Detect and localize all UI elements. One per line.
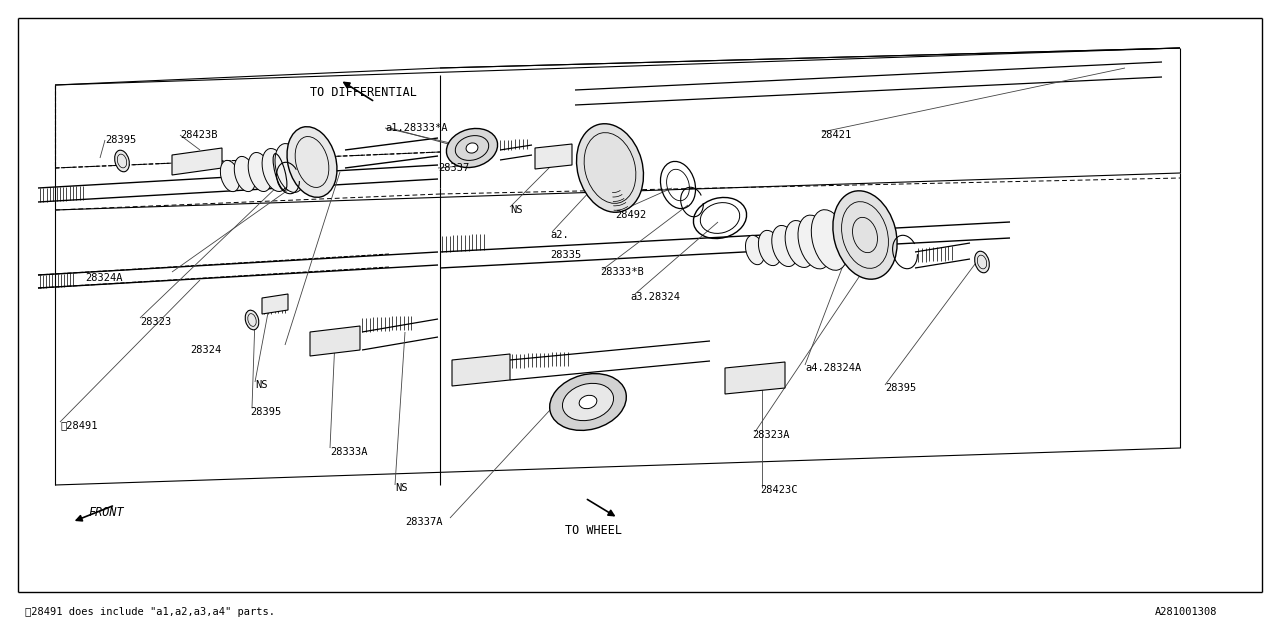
Text: ※28491: ※28491: [60, 420, 97, 430]
Ellipse shape: [246, 310, 259, 330]
Text: NS: NS: [509, 205, 522, 215]
Ellipse shape: [234, 156, 256, 191]
Text: NS: NS: [255, 380, 268, 390]
Ellipse shape: [456, 136, 489, 161]
Text: FRONT: FRONT: [88, 506, 124, 518]
Ellipse shape: [115, 150, 129, 172]
Text: TO WHEEL: TO WHEEL: [564, 524, 622, 536]
Text: a1.28333*A: a1.28333*A: [385, 123, 448, 133]
Ellipse shape: [549, 374, 626, 431]
Polygon shape: [310, 326, 360, 356]
Ellipse shape: [262, 148, 288, 191]
Text: 28323A: 28323A: [753, 430, 790, 440]
Text: ※28491 does include "a1,a2,a3,a4" parts.: ※28491 does include "a1,a2,a3,a4" parts.: [26, 607, 275, 617]
Polygon shape: [452, 354, 509, 386]
Polygon shape: [724, 362, 785, 394]
Text: 28395: 28395: [250, 407, 282, 417]
Polygon shape: [535, 144, 572, 169]
Text: 28423C: 28423C: [760, 485, 797, 495]
Text: a3.28324: a3.28324: [630, 292, 680, 302]
Text: a4.28324A: a4.28324A: [805, 363, 861, 373]
Ellipse shape: [220, 161, 239, 191]
Ellipse shape: [812, 210, 849, 270]
Text: 28421: 28421: [820, 130, 851, 140]
Ellipse shape: [576, 124, 644, 212]
Text: 28395: 28395: [884, 383, 916, 393]
Text: 28324: 28324: [189, 345, 221, 355]
Text: NS: NS: [396, 483, 407, 493]
Ellipse shape: [275, 143, 305, 193]
Ellipse shape: [974, 252, 989, 273]
Ellipse shape: [758, 230, 782, 266]
Text: A281001308: A281001308: [1155, 607, 1217, 617]
Ellipse shape: [447, 129, 498, 168]
Ellipse shape: [745, 236, 764, 265]
Polygon shape: [172, 148, 221, 175]
Ellipse shape: [466, 143, 477, 153]
Text: 28333A: 28333A: [330, 447, 367, 457]
Ellipse shape: [248, 152, 271, 191]
Text: a2.: a2.: [550, 230, 568, 240]
Ellipse shape: [785, 221, 815, 268]
Text: TO DIFFERENTIAL: TO DIFFERENTIAL: [310, 86, 417, 99]
Text: 28324A: 28324A: [84, 273, 123, 283]
Text: 28323: 28323: [140, 317, 172, 327]
Text: 28423B: 28423B: [180, 130, 218, 140]
Text: 28337A: 28337A: [404, 517, 443, 527]
Polygon shape: [262, 294, 288, 314]
Ellipse shape: [562, 383, 613, 420]
Ellipse shape: [579, 396, 596, 409]
Text: 28333*B: 28333*B: [600, 267, 644, 277]
Ellipse shape: [833, 191, 897, 279]
Text: 28337: 28337: [438, 163, 470, 173]
Text: 28335: 28335: [550, 250, 581, 260]
Ellipse shape: [772, 225, 799, 266]
Text: 28395: 28395: [105, 135, 136, 145]
Text: 28492: 28492: [614, 210, 646, 220]
Ellipse shape: [797, 215, 832, 269]
Ellipse shape: [287, 127, 337, 197]
